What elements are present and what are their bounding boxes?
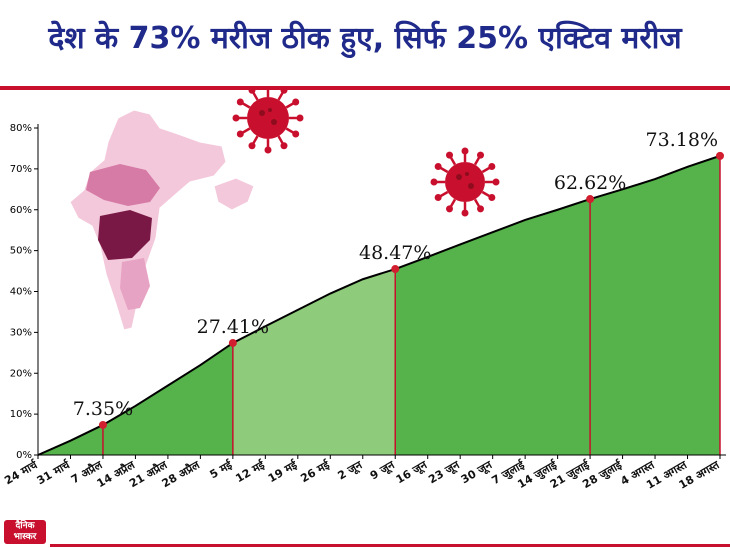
virus-icon <box>232 90 304 154</box>
virus-icon <box>430 147 500 217</box>
india-map-icon <box>69 109 255 331</box>
virus-body <box>445 162 485 202</box>
virus-spike-tip <box>461 209 469 217</box>
data-label: 27.41% <box>197 316 269 338</box>
data-point <box>98 420 107 429</box>
x-tick-label: 30 जून <box>459 458 496 487</box>
area-band <box>38 424 103 455</box>
map-region <box>213 177 255 211</box>
virus-spike-tip <box>236 130 244 138</box>
virus-spike-tip <box>430 178 438 186</box>
x-tick-label: 19 मई <box>265 457 300 485</box>
y-tick-label: 40% <box>10 287 32 298</box>
area-band <box>102 342 233 455</box>
area-band <box>395 199 591 455</box>
virus-spike-tip <box>477 205 484 213</box>
virus-spike-tip <box>477 151 484 159</box>
x-tick-label: 2 जून <box>335 458 365 483</box>
virus-spot <box>268 108 272 112</box>
area-band <box>232 269 396 455</box>
bottom-divider <box>50 544 730 547</box>
y-tick-label: 20% <box>10 368 32 379</box>
x-tick-labels: 24 मार्च31 मार्च7 अप्रैल14 अप्रैल21 अप्र… <box>2 457 722 492</box>
x-tick-label: 24 मार्च <box>2 457 41 487</box>
data-point <box>391 265 400 274</box>
map-region <box>86 164 160 206</box>
header: देश के 73% मरीज ठीक हुए, सिर्फ 25% एक्टि… <box>0 0 730 80</box>
virus-spike-tip <box>232 114 240 122</box>
x-tick-label: 26 मई <box>298 457 333 485</box>
x-tick-label: 23 जून <box>426 458 463 487</box>
x-tick-label: 28 अप्रैल <box>159 457 202 490</box>
area-bands <box>38 155 721 455</box>
virus-spike-tip <box>446 151 453 159</box>
virus-spike-tip <box>292 130 300 138</box>
map-region <box>120 258 150 310</box>
axes: 0% 10% 20% 30% 40% 50% 60% 70% 80% <box>10 123 726 461</box>
virus-spike-tip <box>488 163 496 170</box>
virus-body <box>247 97 289 139</box>
area-band <box>590 155 720 455</box>
y-tick-label: 30% <box>10 327 32 338</box>
x-tick-label: 12 मई <box>233 457 268 485</box>
virus-spike-tip <box>488 194 496 201</box>
virus-spike-tip <box>292 98 300 106</box>
virus-spike-tip <box>434 163 442 170</box>
data-markers <box>98 151 724 429</box>
virus-spike-tip <box>434 194 442 201</box>
x-tick-label: 5 मई <box>207 457 235 481</box>
virus-spike-tip <box>248 142 256 150</box>
data-label: 73.18% <box>646 129 718 151</box>
y-tick-label: 80% <box>10 123 32 134</box>
x-tick-label: 9 जून <box>368 458 398 483</box>
title-divider <box>0 86 730 90</box>
y-tick-label: 10% <box>10 409 32 420</box>
data-label: 7.35% <box>73 398 133 420</box>
y-tick-label: 60% <box>10 205 32 216</box>
page-title: देश के 73% मरीज ठीक हुए, सिर्फ 25% एक्टि… <box>48 21 682 56</box>
data-label: 62.62% <box>554 172 626 194</box>
data-point <box>586 195 595 204</box>
data-label: 48.47% <box>359 242 431 264</box>
y-tick-label: 50% <box>10 246 32 257</box>
virus-spike-tip <box>280 142 288 150</box>
y-tick-label: 0% <box>16 450 32 461</box>
virus-spot <box>468 183 474 189</box>
decor <box>69 90 500 331</box>
virus-spot <box>259 110 265 116</box>
virus-spot <box>271 119 277 125</box>
virus-spot <box>456 174 462 180</box>
virus-spike-tip <box>236 98 244 106</box>
virus-spike-tip <box>248 90 256 94</box>
virus-spike-tip <box>446 205 453 213</box>
map-region <box>98 210 152 260</box>
logo: दैनिक भास्कर <box>4 520 46 544</box>
virus-spike-tip <box>492 178 500 186</box>
series-line <box>37 154 721 456</box>
virus-spike-tip <box>280 90 288 94</box>
data-point <box>228 338 237 347</box>
virus-spot <box>465 172 469 176</box>
data-labels: 7.35% 27.41% 48.47% 62.62% 73.18% <box>73 129 718 420</box>
x-tick-label: 16 जून <box>394 458 431 487</box>
x-tick-label: 31 मार्च <box>34 457 73 487</box>
data-point <box>716 151 724 160</box>
virus-spike-tip <box>264 146 272 154</box>
virus-spike-tip <box>296 114 304 122</box>
recovery-rate-chart: 0% 10% 20% 30% 40% 50% 60% 70% 80% 7.35% 27.41% 48… <box>2 90 726 492</box>
y-tick-label: 70% <box>10 164 32 175</box>
virus-spike-tip <box>461 147 469 155</box>
